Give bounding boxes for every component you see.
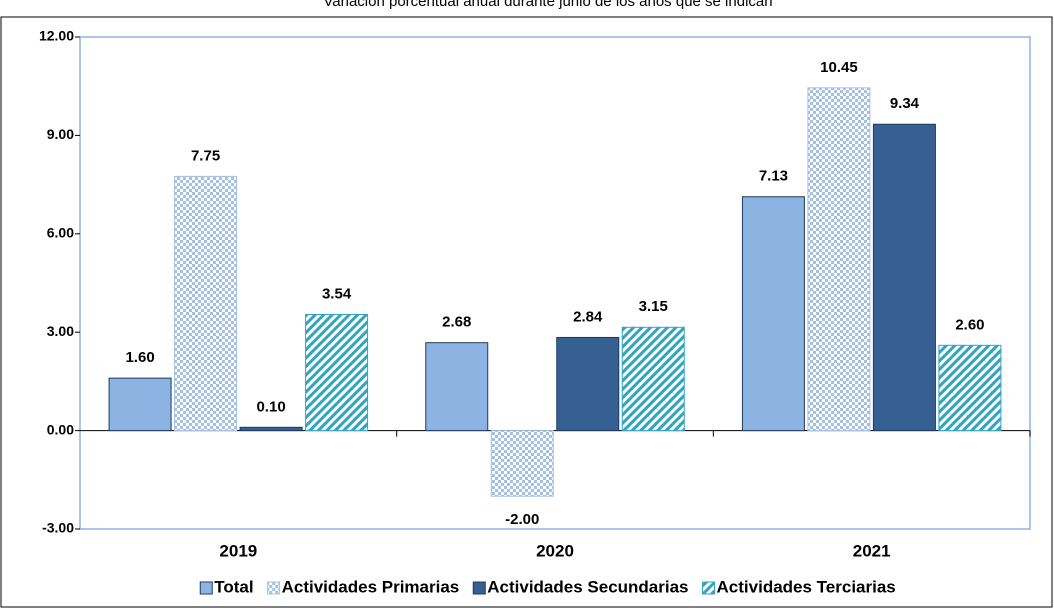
value-label: 3.15 xyxy=(639,298,668,315)
y-tick-label: 0.00 xyxy=(47,421,74,437)
value-label: -2.00 xyxy=(505,511,539,528)
legend-swatch xyxy=(199,581,213,595)
value-label: 0.10 xyxy=(256,398,285,415)
bar xyxy=(174,175,238,432)
y-tick-label: -3.00 xyxy=(42,520,74,536)
bar xyxy=(108,377,172,432)
y-tick-label: 9.00 xyxy=(47,126,74,142)
legend-label: Actividades Terciarias xyxy=(717,577,896,596)
value-label: 7.13 xyxy=(759,168,788,185)
bar xyxy=(872,123,936,432)
value-label: 9.34 xyxy=(890,95,920,112)
bar xyxy=(807,87,871,432)
bar xyxy=(938,344,1002,432)
x-tick-label: 2020 xyxy=(536,541,574,560)
value-label: 2.68 xyxy=(442,314,471,331)
value-label: 10.45 xyxy=(820,59,858,76)
value-label: 2.60 xyxy=(955,316,984,333)
value-label: 7.75 xyxy=(191,147,220,164)
legend-label: Total xyxy=(214,577,253,596)
y-tick-label: 12.00 xyxy=(39,28,74,44)
bar xyxy=(425,342,489,432)
legend-label: Actividades Secundarias xyxy=(487,577,688,596)
bar xyxy=(741,196,805,432)
bar xyxy=(490,430,554,497)
legend-label: Actividades Primarias xyxy=(282,577,460,596)
bar xyxy=(305,313,369,432)
y-tick-label: 3.00 xyxy=(47,323,74,339)
y-tick-label: 6.00 xyxy=(47,225,74,241)
value-label: 3.54 xyxy=(322,285,352,302)
chart-subtitle: Variación porcentual anual durante junio… xyxy=(323,0,772,10)
bar xyxy=(239,426,303,432)
value-label: 2.84 xyxy=(573,308,603,325)
legend: Total Actividades Primarias Actividades Se… xyxy=(199,577,896,596)
legend-swatch xyxy=(267,581,281,595)
plot-area xyxy=(79,36,1031,530)
value-label: 1.60 xyxy=(125,349,154,366)
legend-swatch xyxy=(472,581,486,595)
bar xyxy=(621,326,685,432)
bar xyxy=(556,336,620,432)
chart-frame xyxy=(0,16,1053,608)
x-tick-label: 2019 xyxy=(219,541,257,560)
legend-swatch xyxy=(702,581,716,595)
x-tick-label: 2021 xyxy=(853,541,891,560)
